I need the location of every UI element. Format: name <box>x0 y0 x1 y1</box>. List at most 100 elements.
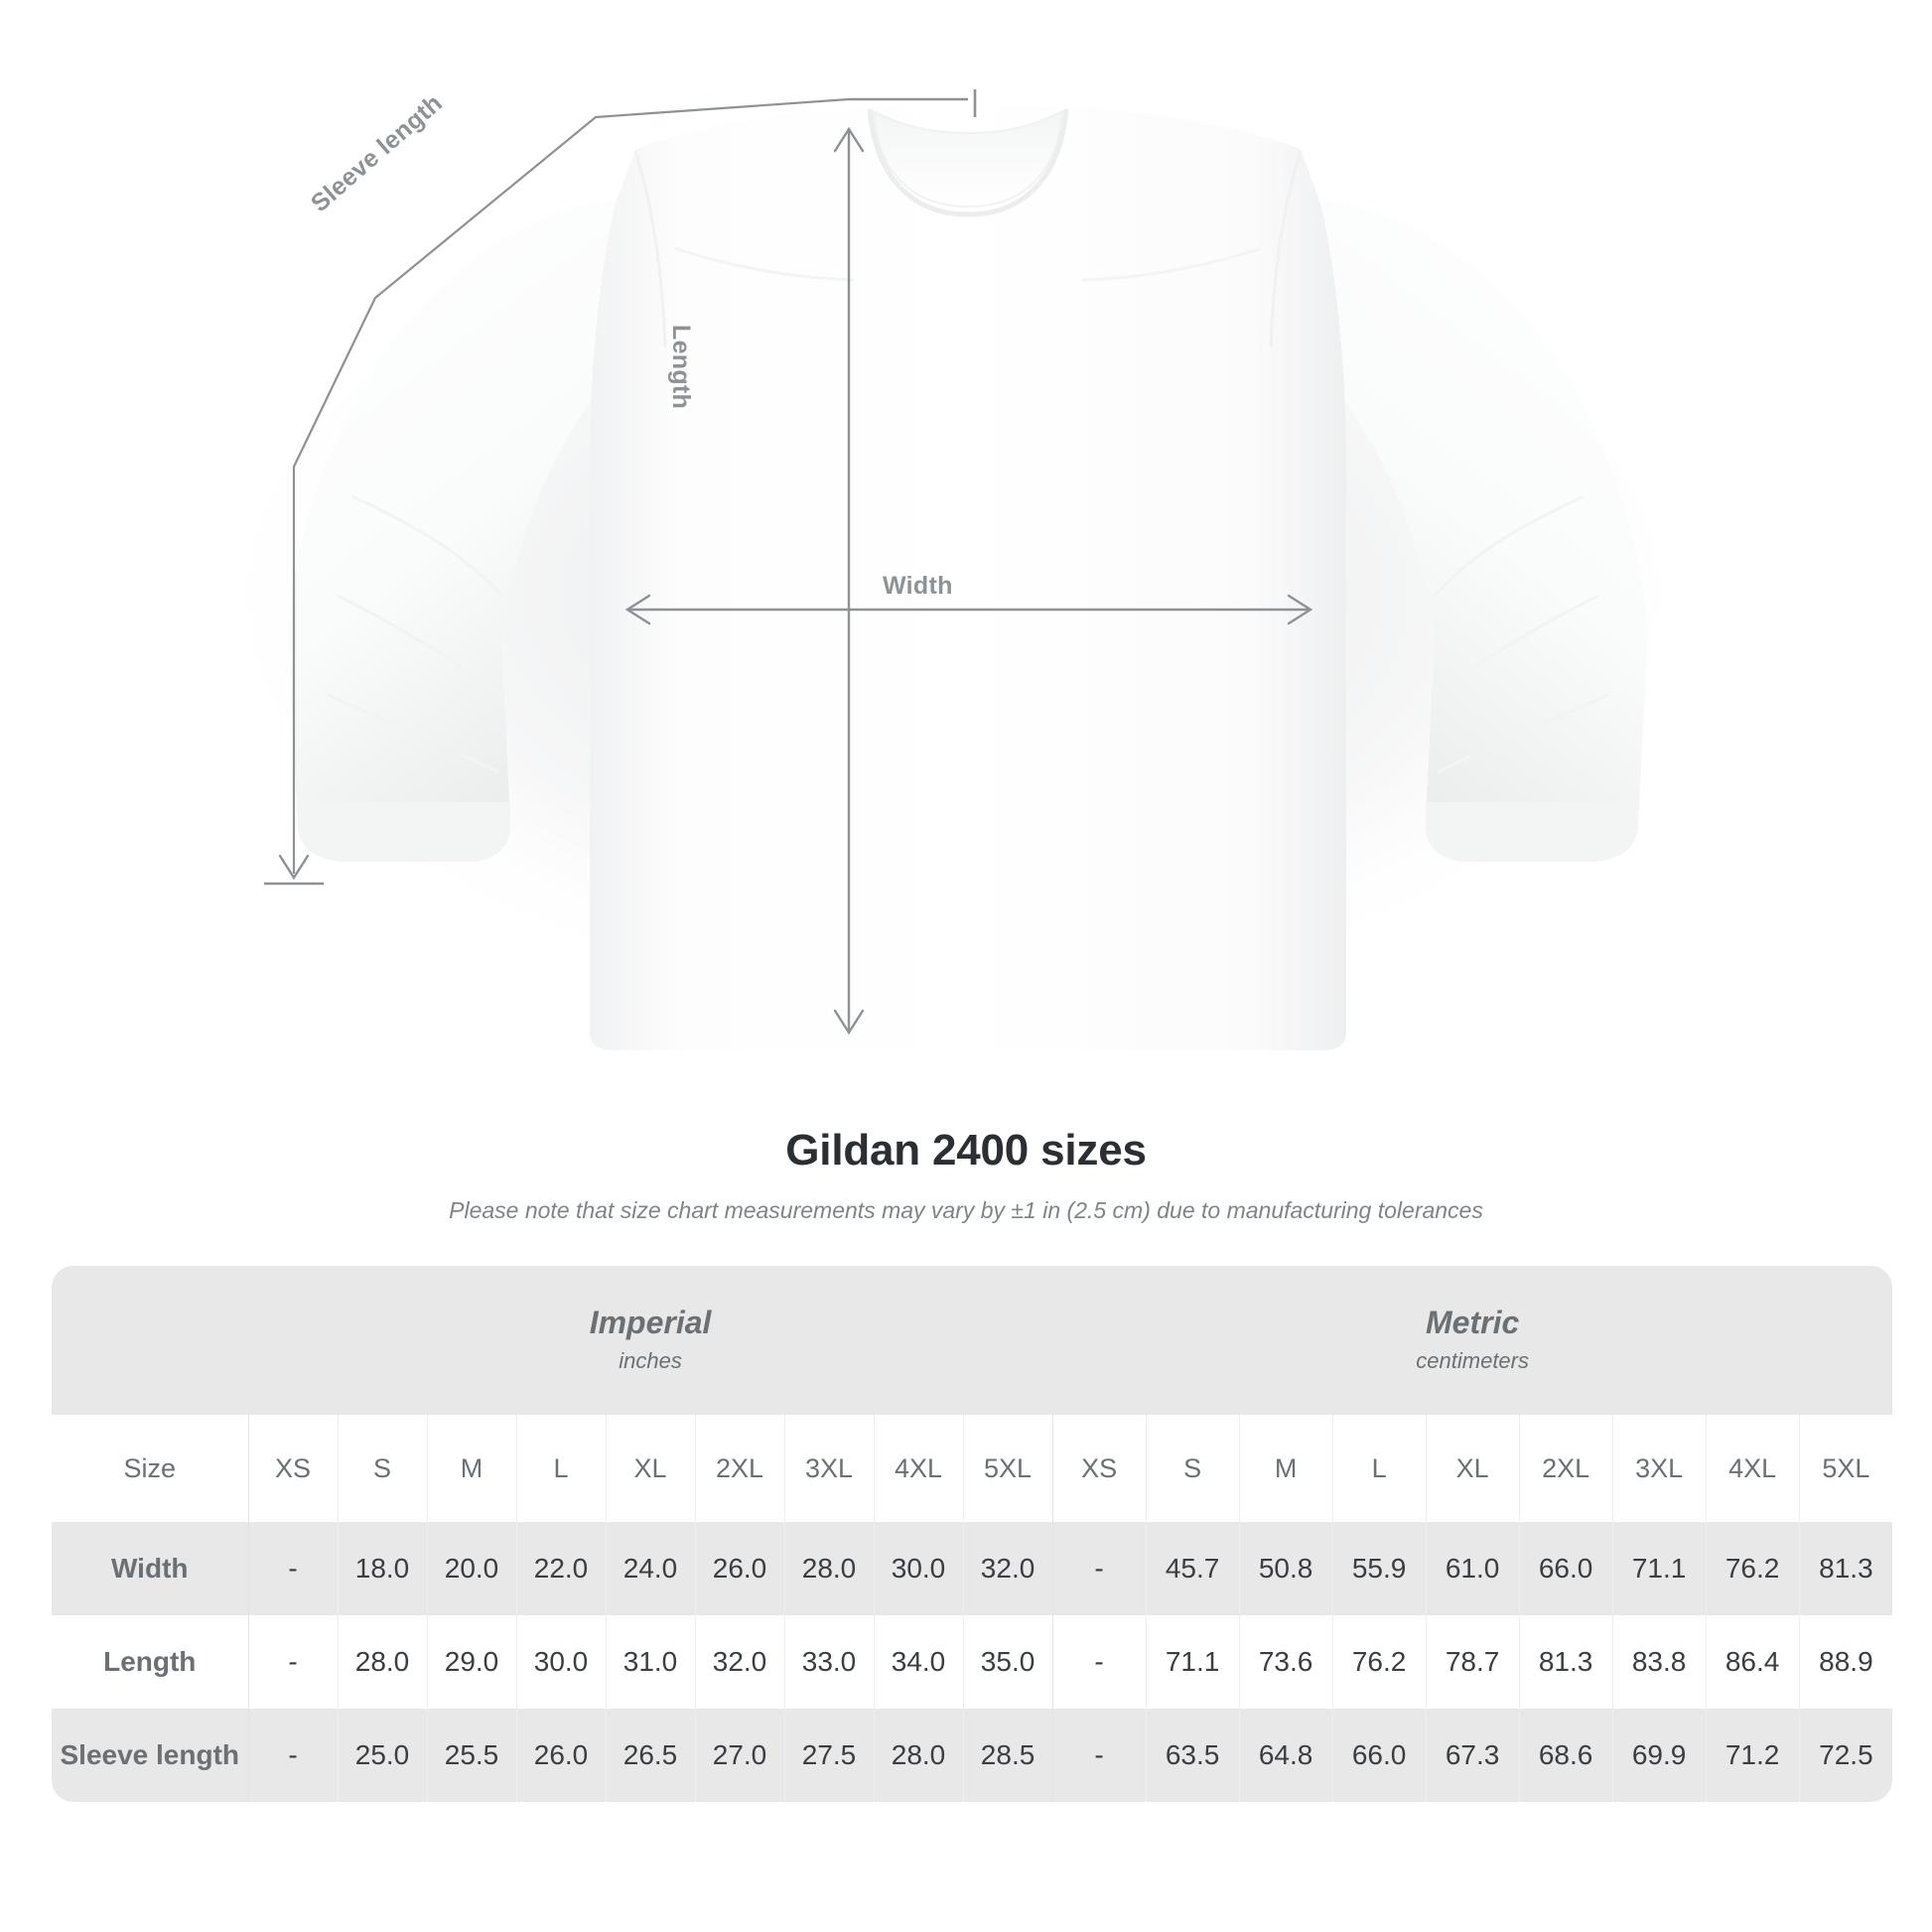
unit-group-imperial-sub: inches <box>619 1348 682 1374</box>
cell-length-imperial-xl: 31.0 <box>605 1615 695 1709</box>
cell-sleeve-metric-5xl: 72.5 <box>1798 1709 1893 1802</box>
cell-sleeve-imperial-xs: - <box>247 1709 338 1802</box>
size-header-imperial-2xl: 2XL <box>694 1415 784 1522</box>
row-label-width: Width <box>52 1522 248 1615</box>
row-label-length: Length <box>52 1615 248 1709</box>
size-header-row: Size XS S M L XL 2XL 3XL 4XL 5XL XS S M … <box>52 1415 1893 1522</box>
cell-length-imperial-m: 29.0 <box>426 1615 516 1709</box>
table-row: Length - 28.0 29.0 30.0 31.0 32.0 33.0 3… <box>52 1615 1893 1709</box>
cell-sleeve-metric-2xl: 68.6 <box>1518 1709 1613 1802</box>
page-title: Gildan 2400 sizes <box>785 1126 1147 1174</box>
cell-width-imperial-l: 22.0 <box>515 1522 606 1615</box>
collar <box>872 109 1064 208</box>
cell-sleeve-metric-s: 63.5 <box>1145 1709 1240 1802</box>
cell-length-imperial-s: 28.0 <box>337 1615 427 1709</box>
cell-length-imperial-3xl: 33.0 <box>783 1615 874 1709</box>
right-cuff <box>1425 802 1638 862</box>
size-header-metric-4xl: 4XL <box>1705 1415 1800 1522</box>
cell-sleeve-imperial-2xl: 27.0 <box>694 1709 784 1802</box>
cell-length-imperial-5xl: 35.0 <box>962 1615 1053 1709</box>
cell-sleeve-metric-xs: - <box>1051 1709 1147 1802</box>
cell-width-metric-m: 50.8 <box>1238 1522 1333 1615</box>
cell-width-metric-xs: - <box>1051 1522 1147 1615</box>
shirt-body <box>589 105 1347 1050</box>
cell-sleeve-metric-3xl: 69.9 <box>1611 1709 1707 1802</box>
cell-width-imperial-2xl: 26.0 <box>694 1522 784 1615</box>
cell-width-imperial-xs: - <box>247 1522 338 1615</box>
cell-length-metric-s: 71.1 <box>1145 1615 1240 1709</box>
cell-width-imperial-s: 18.0 <box>337 1522 427 1615</box>
unit-group-row: Imperial inches Metric centimeters <box>52 1266 1893 1415</box>
cell-width-metric-xl: 61.0 <box>1425 1522 1520 1615</box>
cell-width-metric-4xl: 76.2 <box>1705 1522 1800 1615</box>
cell-length-imperial-l: 30.0 <box>515 1615 606 1709</box>
long-sleeve-tshirt-diagram <box>199 89 1708 1050</box>
page-subtitle: Please note that size chart measurements… <box>449 1197 1483 1223</box>
size-header-imperial-m: M <box>426 1415 516 1522</box>
cell-length-metric-5xl: 88.9 <box>1798 1615 1893 1709</box>
cell-width-imperial-4xl: 30.0 <box>873 1522 963 1615</box>
cell-sleeve-metric-m: 64.8 <box>1238 1709 1333 1802</box>
width-measure-label: Width <box>883 572 953 600</box>
measurement-guides <box>264 89 1313 1035</box>
cell-sleeve-imperial-3xl: 27.5 <box>783 1709 874 1802</box>
cell-length-metric-3xl: 83.8 <box>1611 1615 1707 1709</box>
table-row: Width - 18.0 20.0 22.0 24.0 26.0 28.0 30… <box>52 1522 1893 1615</box>
cell-width-metric-s: 45.7 <box>1145 1522 1240 1615</box>
cell-width-metric-2xl: 66.0 <box>1518 1522 1613 1615</box>
cell-length-metric-m: 73.6 <box>1238 1615 1333 1709</box>
unit-band-spacer <box>52 1266 248 1415</box>
unit-group-imperial: Imperial inches <box>248 1266 1053 1415</box>
cell-width-metric-l: 55.9 <box>1331 1522 1427 1615</box>
size-header-imperial-xl: XL <box>605 1415 695 1522</box>
cell-sleeve-metric-xl: 67.3 <box>1425 1709 1520 1802</box>
size-header-metric-3xl: 3XL <box>1611 1415 1707 1522</box>
cell-sleeve-imperial-xl: 26.5 <box>605 1709 695 1802</box>
size-header-imperial-5xl: 5XL <box>962 1415 1053 1522</box>
size-header-imperial-xs: XS <box>247 1415 338 1522</box>
cell-width-metric-5xl: 81.3 <box>1798 1522 1893 1615</box>
left-cuff <box>298 802 511 862</box>
cell-sleeve-metric-l: 66.0 <box>1331 1709 1427 1802</box>
unit-group-imperial-name: Imperial <box>589 1304 712 1340</box>
cell-sleeve-imperial-m: 25.5 <box>426 1709 516 1802</box>
size-header-metric-5xl: 5XL <box>1798 1415 1893 1522</box>
cell-length-metric-l: 76.2 <box>1331 1615 1427 1709</box>
size-header-metric-xs: XS <box>1051 1415 1147 1522</box>
garment-illustration: Sleeve length Length Width <box>199 89 1708 1050</box>
unit-group-metric-name: Metric <box>1426 1304 1520 1340</box>
row-label-sleeve-length: Sleeve length <box>52 1709 248 1802</box>
cell-length-imperial-xs: - <box>247 1615 338 1709</box>
size-header-label: Size <box>52 1415 248 1522</box>
size-header-metric-2xl: 2XL <box>1518 1415 1613 1522</box>
table-row: Sleeve length - 25.0 25.5 26.0 26.5 27.0… <box>52 1709 1893 1802</box>
size-header-metric-l: L <box>1331 1415 1427 1522</box>
cell-width-imperial-5xl: 32.0 <box>962 1522 1053 1615</box>
unit-group-metric: Metric centimeters <box>1052 1266 1893 1415</box>
cell-length-metric-xl: 78.7 <box>1425 1615 1520 1709</box>
unit-group-metric-sub: centimeters <box>1416 1348 1529 1374</box>
cell-length-imperial-4xl: 34.0 <box>873 1615 963 1709</box>
cell-width-metric-3xl: 71.1 <box>1611 1522 1707 1615</box>
length-measure-label: Length <box>667 325 695 410</box>
size-header-metric-xl: XL <box>1425 1415 1520 1522</box>
cell-length-metric-2xl: 81.3 <box>1518 1615 1613 1709</box>
cell-sleeve-imperial-4xl: 28.0 <box>873 1709 963 1802</box>
size-header-imperial-3xl: 3XL <box>783 1415 874 1522</box>
size-header-metric-s: S <box>1145 1415 1240 1522</box>
size-header-metric-m: M <box>1238 1415 1333 1522</box>
cell-sleeve-imperial-5xl: 28.5 <box>962 1709 1053 1802</box>
cell-length-metric-xs: - <box>1051 1615 1147 1709</box>
cell-width-imperial-3xl: 28.0 <box>783 1522 874 1615</box>
size-header-imperial-4xl: 4XL <box>873 1415 963 1522</box>
cell-sleeve-imperial-s: 25.0 <box>337 1709 427 1802</box>
right-sleeve <box>1301 199 1648 862</box>
cell-sleeve-imperial-l: 26.0 <box>515 1709 606 1802</box>
cell-length-metric-4xl: 86.4 <box>1705 1615 1800 1709</box>
cell-width-imperial-xl: 24.0 <box>605 1522 695 1615</box>
size-header-imperial-l: L <box>515 1415 606 1522</box>
size-header-imperial-s: S <box>337 1415 427 1522</box>
left-sleeve <box>288 199 635 862</box>
size-chart-table: Imperial inches Metric centimeters Size … <box>52 1266 1893 1802</box>
cell-length-imperial-2xl: 32.0 <box>694 1615 784 1709</box>
